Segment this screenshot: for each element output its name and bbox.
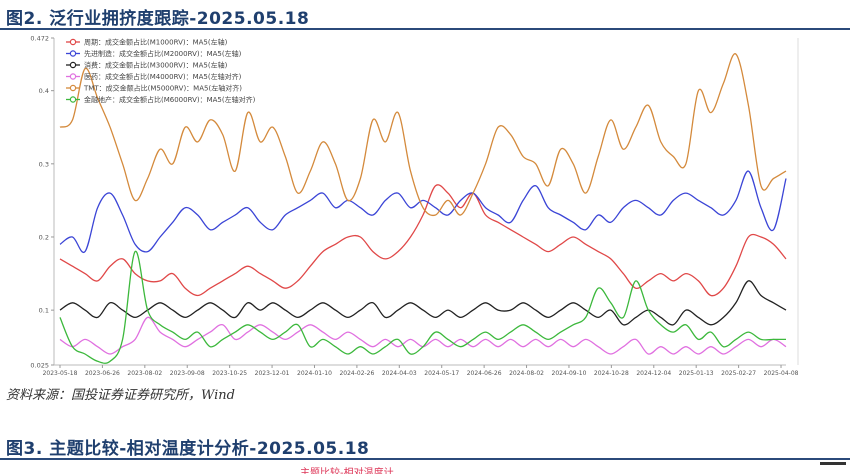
legend-marker-1 bbox=[69, 38, 77, 46]
legend-marker-6 bbox=[69, 96, 77, 103]
y-tick-label: 0.1 bbox=[39, 307, 49, 315]
legend-label-2: 先进制造：成交金额占比(M2000RV)：MA5(左轴) bbox=[84, 49, 242, 58]
series-line-4 bbox=[59, 316, 787, 355]
legend-label-4: 医药：成交金额占比(M4000RV)：MA5(左轴对齐) bbox=[84, 72, 242, 81]
x-tick-label: 2025-02-27 bbox=[721, 370, 756, 376]
figure-title: 图2. 泛行业拥挤度跟踪-2025.05.18 bbox=[6, 9, 310, 29]
series-line-2 bbox=[59, 170, 787, 254]
legend-label-5: TMT：成交金额占比(M5000RV)：MA5(左轴对齐) bbox=[83, 84, 242, 93]
title-underline-2 bbox=[0, 458, 850, 460]
x-tick-label: 2024-02-26 bbox=[339, 370, 374, 376]
legend-marker-5 bbox=[69, 84, 77, 92]
series-line-6 bbox=[59, 250, 786, 364]
y-tick-label: 0.472 bbox=[30, 35, 49, 43]
x-tick-label: 2024-08-02 bbox=[509, 370, 544, 376]
x-tick-label: 2023-09-08 bbox=[170, 370, 205, 376]
chart-container: 0.025 0.1 0.2 0.3 0.4 0.472 2023-05-18 2023-06-… bbox=[8, 32, 846, 378]
legend-label-1: 周期：成交金额占比(M1000RV)：MA5(左轴) bbox=[84, 38, 228, 47]
y-tick-label: 0.3 bbox=[39, 160, 49, 168]
x-tick-label: 2025-04-08 bbox=[764, 370, 799, 376]
legend-marker-3 bbox=[69, 61, 77, 69]
x-tick-label: 2023-12-01 bbox=[255, 370, 290, 376]
x-tick-label: 2024-01-10 bbox=[297, 370, 332, 376]
x-tick-label: 2025-01-13 bbox=[679, 370, 714, 376]
x-tick-label: 2024-04-03 bbox=[382, 370, 417, 376]
x-tick-label: 2023-06-26 bbox=[85, 370, 120, 376]
x-tick-label: 2024-12-04 bbox=[636, 370, 671, 376]
y-tick-label: 0.025 bbox=[30, 362, 49, 370]
x-tick-label: 2023-08-02 bbox=[127, 370, 162, 376]
x-tick-label: 2024-10-28 bbox=[594, 370, 629, 376]
x-tick-label: 2023-10-25 bbox=[212, 370, 247, 376]
y-tick-label: 0.2 bbox=[39, 233, 49, 241]
legend-marker-2 bbox=[69, 50, 77, 57]
x-tick-label: 2024-05-17 bbox=[424, 370, 459, 376]
next-figure-legend-mark bbox=[820, 462, 846, 465]
legend-marker-4 bbox=[69, 73, 77, 80]
x-tick-label: 2024-09-10 bbox=[552, 370, 587, 376]
line-chart: 0.025 0.1 0.2 0.3 0.4 0.472 2023-05-18 2023-06-… bbox=[30, 35, 799, 378]
source-note: 资料来源：国投证券证券研究所，Wind bbox=[6, 388, 235, 403]
y-tick-label: 0.4 bbox=[39, 87, 49, 95]
x-tick-label: 2023-05-18 bbox=[43, 370, 78, 376]
series-line-1 bbox=[59, 184, 787, 297]
next-figure-subtitle: 主题比较-相对温度计 bbox=[300, 468, 394, 474]
series-line-3 bbox=[59, 280, 787, 326]
x-tick-label: 2024-06-26 bbox=[467, 370, 502, 376]
series-line-5 bbox=[59, 53, 787, 217]
title-underline bbox=[0, 28, 850, 30]
legend-label-6: 金融地产：成交金额占比(M6000RV)：MA5(左轴对齐) bbox=[84, 95, 256, 104]
legend-label-3: 消费：成交金额占比(M3000RV)：MA5(左轴) bbox=[84, 61, 228, 70]
figure-title-2: 图3. 主题比较-相对温度计分析-2025.05.18 bbox=[6, 439, 370, 459]
